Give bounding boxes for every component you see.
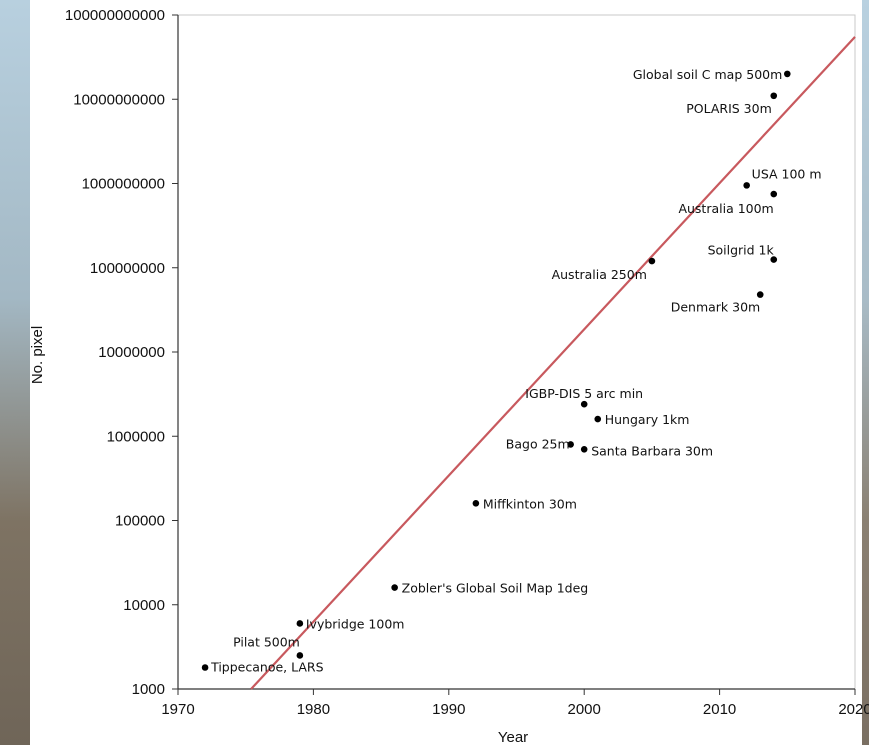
x-tick-label: 1970 [161,701,194,718]
point-label: Zobler's Global Soil Map 1deg [402,581,589,596]
x-tick-label: 2010 [703,701,736,718]
trend-line-group [250,36,856,690]
x-tick-label: 1980 [297,701,330,718]
point-label: IGBP-DIS 5 arc min [525,386,643,401]
point-label: POLARIS 30m [686,101,772,116]
data-point [770,190,778,198]
data-point [756,291,764,298]
point-label: Miffkinton 30m [483,496,577,511]
point-label: Tippecanoe, LARS [210,659,324,674]
data-point [594,415,602,423]
data-point [391,584,398,591]
point-label: Soilgrid 1k [708,243,775,258]
point-label: Ivybridge 100m [306,616,405,631]
y-tick-label: 10000000 [98,344,165,361]
y-tick-label: 10000 [123,597,165,614]
data-points: Tippecanoe, LARS Pilat 500m Ivybridge 100m… [201,67,822,674]
point-label: Hungary 1km [605,412,690,427]
x-axis-ticks: 1970 1980 1990 2000 2010 2020 [161,689,869,718]
y-tick-label: 100000000 [90,260,165,277]
point-label: Bago 25m [506,436,570,451]
y-tick-label: 1000000000 [82,176,165,193]
point-label: Pilat 500m [233,634,300,649]
data-point [784,70,791,78]
trend-line [250,36,856,690]
background-left-strip [0,0,30,745]
y-tick-label: 10000000000 [73,91,165,108]
y-axis-title: No. pixel [29,326,46,384]
data-point [296,620,304,627]
x-tick-label: 2000 [568,701,601,718]
x-axis-title: Year [498,729,528,745]
x-tick-label: 2020 [838,701,869,718]
data-point [472,500,480,507]
data-point [567,441,574,448]
point-label: Global soil C map 500m [633,67,782,82]
data-point [580,400,588,408]
point-label: USA 100 m [752,166,822,181]
y-tick-label: 1000 [132,681,165,698]
chart-panel [30,0,862,745]
data-point [770,92,778,100]
point-label: Australia 250m [552,267,647,282]
y-axis-ticks: 1000 10000 100000 1000000 10000000 100000000 1… [65,7,178,698]
data-point [296,652,304,659]
y-tick-label: 1000000 [107,428,165,445]
data-point [580,446,588,453]
data-point [743,182,750,189]
y-tick-label: 100000000000 [65,7,165,24]
y-tick-label: 100000 [115,513,165,530]
point-label: Denmark 30m [671,300,761,315]
data-point [770,256,778,263]
point-label: Australia 100m [678,201,773,216]
data-point [648,257,656,265]
x-tick-label: 1990 [432,701,465,718]
data-point [201,664,209,671]
point-label: Santa Barbara 30m [591,443,713,458]
